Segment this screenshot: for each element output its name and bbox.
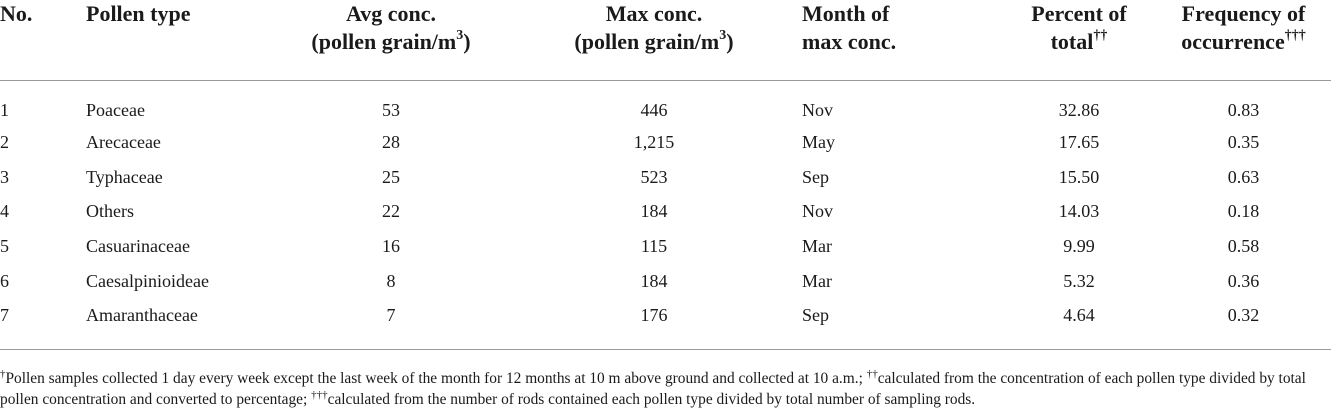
cell-no: 1 [0, 100, 9, 120]
table-header: No. Pollen type Avg conc. (pollen grain/… [0, 0, 1331, 81]
header-month-line2: max conc. [802, 29, 897, 54]
table-row: 3 Typhaceae 25 523 Sep 15.50 0.63 [0, 160, 1331, 195]
header-max-conc-line1: Max conc. [605, 1, 703, 26]
cell-avg-conc: 28 [382, 132, 400, 153]
cell-avg-conc: 16 [382, 236, 400, 257]
table-row: 7 Amaranthaceae 7 176 Sep 4.64 0.32 [0, 298, 1331, 347]
pollen-table-container: No. Pollen type Avg conc. (pollen grain/… [0, 0, 1331, 347]
header-row: No. Pollen type Avg conc. (pollen grain/… [0, 0, 1331, 81]
cell-avg-conc: 8 [386, 270, 396, 291]
header-avg-conc-unit: (pollen grain/m [311, 29, 457, 54]
cell-month: Nov [802, 201, 833, 222]
cell-percent: 5.32 [1063, 270, 1095, 291]
cell-no: 6 [0, 270, 9, 291]
header-frequency-word: occurrence [1181, 29, 1285, 54]
cell-frequency: 0.32 [1227, 305, 1260, 326]
cell-no: 5 [0, 236, 9, 257]
cell-pollen-type: Others [86, 201, 134, 222]
header-frequency: Frequency of occurrence††† [1156, 0, 1331, 81]
header-avg-conc: Avg conc. (pollen grain/m3) [276, 0, 506, 81]
cell-pollen-type: Typhaceae [86, 166, 163, 187]
header-no: No. [0, 0, 86, 81]
cell-max-conc: 1,215 [633, 132, 675, 153]
table-row: 1 Poaceae 53 446 Nov 32.86 0.83 [0, 81, 1331, 126]
header-pollen-type: Pollen type [86, 0, 276, 81]
header-max-conc-exponent: 3 [719, 28, 727, 43]
cell-percent: 4.64 [1063, 305, 1095, 326]
cell-month: Nov [802, 100, 833, 120]
cell-avg-conc: 53 [382, 100, 400, 120]
header-percent-word: total [1050, 29, 1094, 54]
cell-percent: 14.03 [1058, 201, 1100, 222]
footnote-dagger-1: † [0, 368, 6, 380]
table-row: 4 Others 22 184 Nov 14.03 0.18 [0, 194, 1331, 229]
cell-pollen-type: Arecaceae [86, 132, 161, 153]
cell-frequency: 0.58 [1227, 236, 1260, 257]
header-avg-conc-close: ) [463, 29, 471, 54]
cell-month: Mar [802, 270, 832, 291]
footnote-text-3: calculated from the number of rods conta… [327, 391, 976, 408]
cell-avg-conc: 22 [382, 201, 400, 222]
cell-frequency: 0.18 [1227, 201, 1260, 222]
pollen-table: No. Pollen type Avg conc. (pollen grain/… [0, 0, 1331, 347]
cell-no: 2 [0, 132, 9, 153]
header-frequency-line1: Frequency of [1181, 1, 1306, 26]
cell-frequency: 0.35 [1227, 132, 1260, 153]
header-percent-line2: total†† [1002, 28, 1156, 56]
cell-pollen-type: Casuarinaceae [86, 236, 190, 257]
cell-avg-conc: 25 [382, 166, 400, 187]
cell-no: 7 [0, 305, 9, 326]
table-bottom-rule [0, 349, 1331, 350]
header-percent-line1: Percent of [1031, 1, 1127, 26]
cell-frequency: 0.36 [1227, 270, 1260, 291]
cell-max-conc: 115 [640, 236, 668, 257]
cell-max-conc: 184 [640, 270, 668, 291]
header-max-conc: Max conc. (pollen grain/m3) [506, 0, 802, 81]
header-month: Month of max conc. [802, 0, 1002, 81]
footnote-dagger-2: †† [866, 368, 878, 380]
cell-pollen-type: Caesalpinioideae [86, 270, 209, 291]
table-body: 1 Poaceae 53 446 Nov 32.86 0.83 2 Arecac… [0, 81, 1331, 347]
header-frequency-line2: occurrence††† [1156, 28, 1331, 56]
header-max-conc-line2: (pollen grain/m3) [506, 28, 802, 56]
cell-month: Sep [802, 166, 829, 187]
cell-avg-conc: 7 [386, 305, 396, 326]
cell-pollen-type: Amaranthaceae [86, 305, 198, 326]
cell-month: Mar [802, 236, 832, 257]
cell-percent: 32.86 [1058, 100, 1100, 120]
header-percent-dagger: †† [1093, 28, 1108, 43]
cell-percent: 17.65 [1058, 132, 1100, 153]
cell-month: May [802, 132, 835, 153]
header-max-conc-unit: (pollen grain/m [574, 29, 720, 54]
header-avg-conc-line1: Avg conc. [345, 1, 437, 26]
header-no-label: No. [0, 1, 33, 26]
header-frequency-dagger: ††† [1284, 28, 1306, 43]
table-row: 6 Caesalpinioideae 8 184 Mar 5.32 0.36 [0, 263, 1331, 298]
cell-max-conc: 176 [640, 305, 668, 326]
cell-month: Sep [802, 305, 829, 326]
cell-percent: 15.50 [1058, 166, 1100, 187]
cell-percent: 9.99 [1063, 236, 1095, 257]
cell-max-conc: 523 [640, 166, 668, 187]
cell-max-conc: 184 [640, 201, 668, 222]
cell-no: 3 [0, 166, 9, 187]
header-avg-conc-exponent: 3 [456, 28, 464, 43]
header-max-conc-close: ) [726, 29, 734, 54]
footnote-dagger-3: ††† [311, 389, 328, 401]
cell-frequency: 0.63 [1227, 166, 1260, 187]
cell-no: 4 [0, 201, 9, 222]
cell-max-conc: 446 [640, 100, 668, 120]
cell-pollen-type: Poaceae [86, 100, 145, 120]
table-row: 5 Casuarinaceae 16 115 Mar 9.99 0.58 [0, 229, 1331, 264]
table-footnote: †Pollen samples collected 1 day every we… [0, 368, 1331, 410]
header-month-line1: Month of [802, 1, 890, 26]
footnote-text-1: Pollen samples collected 1 day every wee… [5, 370, 867, 387]
table-row: 2 Arecaceae 28 1,215 May 17.65 0.35 [0, 125, 1331, 160]
footnote-text-2: calculated from the concentration of eac… [0, 370, 1306, 408]
header-pollen-type-label: Pollen type [86, 1, 191, 26]
header-percent: Percent of total†† [1002, 0, 1156, 81]
cell-frequency: 0.83 [1227, 100, 1260, 120]
header-avg-conc-line2: (pollen grain/m3) [276, 28, 506, 56]
